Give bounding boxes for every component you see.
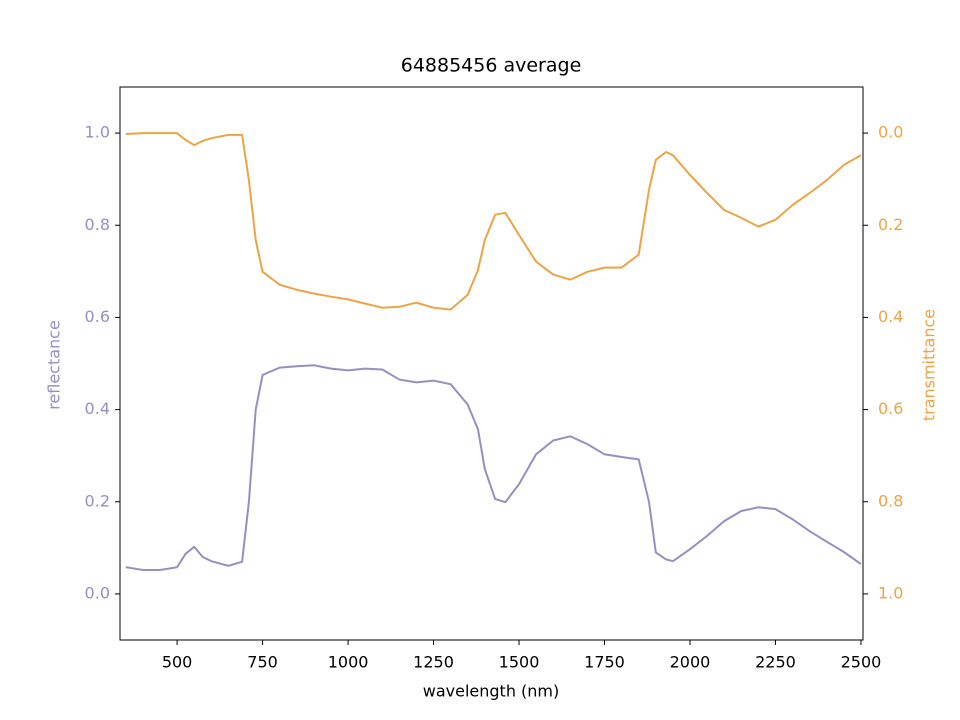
y2-tick-label: 1.0: [878, 583, 903, 602]
x-tick-label: 2500: [841, 653, 882, 672]
y2-tick-label: 0.2: [878, 215, 903, 234]
y2-tick-label: 0.0: [878, 123, 903, 142]
y-tick-label: 0.4: [85, 399, 110, 418]
chart-title: 64885456 average: [401, 55, 582, 77]
y2-tick-label: 0.6: [878, 399, 903, 418]
y-tick-label: 1.0: [85, 123, 110, 142]
plot-frame: [119, 86, 864, 641]
series-line: [125, 364, 862, 571]
x-tick-label: 2250: [755, 653, 796, 672]
x-axis-label: wavelength (nm): [423, 682, 560, 701]
y-tick-label: 0.6: [85, 307, 110, 326]
x-tick-label: 500: [162, 653, 193, 672]
x-tick-label: 1750: [584, 653, 625, 672]
series-line: [125, 132, 862, 311]
y-tick-label: 0.0: [85, 583, 110, 602]
x-tick-label: 2000: [670, 653, 711, 672]
y2-tick-label: 0.8: [878, 491, 903, 510]
x-tick-label: 1250: [413, 653, 454, 672]
x-tick-label: 1500: [499, 653, 540, 672]
x-tick-label: 750: [247, 653, 278, 672]
y-tick-label: 0.8: [85, 215, 110, 234]
y2-axis-label: transmittance: [920, 309, 939, 421]
x-tick-label: 1000: [328, 653, 369, 672]
y-tick-label: 0.2: [85, 491, 110, 510]
y2-tick-label: 0.4: [878, 307, 903, 326]
y-axis-label: reflectance: [45, 320, 64, 410]
